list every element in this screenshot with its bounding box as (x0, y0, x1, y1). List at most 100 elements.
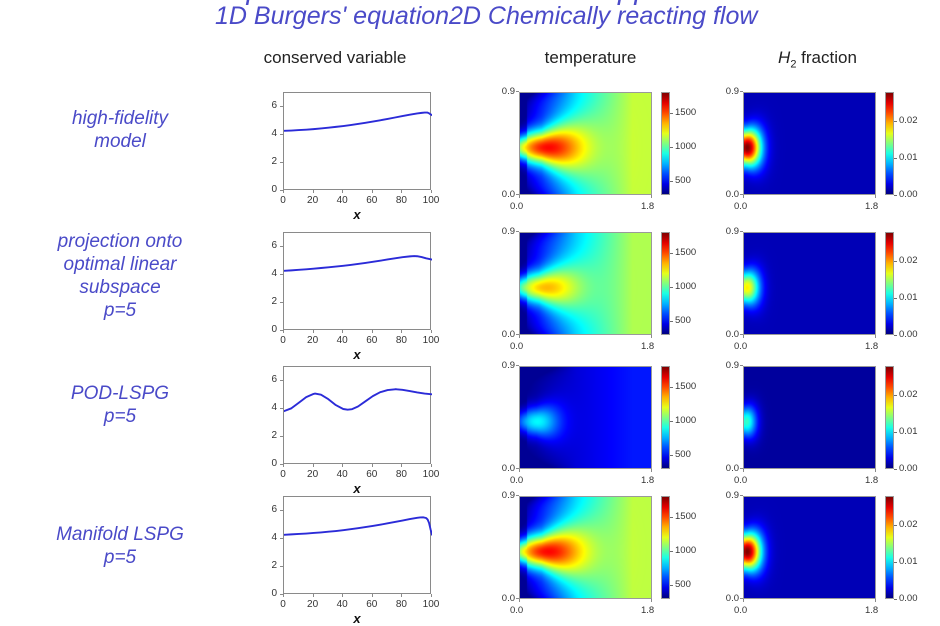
x-tick-mark (283, 330, 284, 333)
x-tick-mark (401, 594, 403, 597)
axis-tick-mark (740, 91, 743, 92)
axis-tick-mark (743, 195, 744, 198)
y-tick-mark (280, 464, 283, 465)
column-header-temperature: temperature (544, 48, 637, 67)
axis-tick-mark (875, 599, 876, 602)
colorbar-tick-label: 0.02 (899, 389, 918, 401)
colorbar (885, 232, 894, 335)
x-tick-label: 40 (336, 335, 348, 346)
x-tick-mark (283, 594, 284, 597)
column-header-row: conserved variable temperature H2 fracti… (215, 48, 940, 74)
colorbar-tick-label: 0.02 (899, 519, 918, 531)
y-axis-max-label: 0.9 (501, 86, 515, 97)
y-tick-mark (280, 274, 283, 275)
colorbar-tick-label: 500 (675, 175, 691, 187)
colorbar-tick-mark (894, 599, 897, 600)
y-axis-max-label: 0.9 (725, 226, 739, 237)
colorbar-tick-mark (894, 335, 897, 336)
colorbar-tick-label: 0.01 (899, 292, 918, 304)
y-tick-mark (280, 134, 283, 135)
axis-tick-mark (875, 195, 876, 198)
contour-axes-frame (743, 92, 876, 195)
x-tick-label: 100 (422, 335, 440, 346)
axis-tick-mark (875, 469, 876, 472)
axis-tick-mark (516, 495, 519, 496)
colorbar-tick-label: 1500 (675, 380, 697, 392)
axis-tick-mark (743, 335, 744, 338)
y-axis-max-label: 0.9 (725, 86, 739, 97)
y-tick-label: 6 (271, 240, 277, 251)
colorbar-tick-label: 0.01 (899, 426, 918, 438)
colorbar-tick-mark (670, 420, 673, 422)
contour-field-canvas (520, 367, 651, 468)
colorbar-tick-mark (670, 550, 673, 552)
x-axis-max-label: 1.8 (865, 341, 879, 352)
plot-curve-layer (284, 111, 432, 132)
colorbar-tick-label: 0.00 (899, 593, 918, 604)
x-tick-mark (283, 464, 284, 467)
colorbar-tick-label: 0.00 (899, 329, 918, 340)
group-title-reacting-flow: 2D Chemically reacting flow (449, 2, 758, 30)
x-tick-mark (371, 594, 373, 597)
x-axis-min-label: 0.0 (734, 475, 748, 486)
y-tick-mark (280, 510, 283, 511)
row-label-line: projection onto (57, 231, 183, 252)
y-tick-label: 0 (271, 458, 277, 469)
x-tick-label: 100 (422, 599, 440, 610)
y-axis-min-label: 0.0 (501, 463, 515, 474)
axis-tick-mark (740, 495, 743, 496)
y-tick-mark (280, 246, 283, 247)
y-tick-label: 0 (271, 588, 277, 599)
axis-tick-mark (651, 469, 652, 472)
x-tick-label: 100 (422, 469, 440, 480)
h2-symbol: H (778, 48, 791, 67)
x-axis-min-label: 0.0 (510, 341, 524, 352)
y-axis-min-label: 0.0 (725, 329, 739, 340)
colorbar-tick-mark (670, 146, 673, 148)
cut-off-title: Comparison of model reduction approaches (0, 0, 940, 7)
x-axis-max-label: 1.8 (865, 475, 879, 486)
x-tick-label: 80 (395, 195, 407, 206)
colorbar-tick-label: 1000 (675, 140, 697, 152)
y-tick-mark (280, 538, 283, 539)
x-axis-min-label: 0.0 (510, 605, 524, 616)
axis-tick-mark (740, 231, 743, 232)
x-tick-label: 60 (366, 599, 378, 610)
row-label-high-fidelity: high-fidelity model (0, 107, 240, 153)
row-label-line: subspace (79, 277, 161, 298)
colorbar (885, 92, 894, 195)
colorbar-tick-mark (670, 585, 673, 587)
y-axis-min-label: 0.0 (501, 189, 515, 200)
colorbar-tick-label: 1000 (675, 544, 697, 556)
colorbar-tick-label: 0.01 (899, 556, 918, 568)
colorbar-tick-mark (894, 469, 897, 470)
axis-tick-mark (651, 599, 652, 602)
y-axis-max-label: 0.9 (501, 226, 515, 237)
column-header-conserved-variable: conserved variable (263, 48, 407, 67)
plot-curve-layer (284, 516, 432, 536)
x-tick-mark (342, 594, 344, 597)
x-axis-min-label: 0.0 (510, 201, 524, 212)
x-tick-label: 60 (366, 335, 378, 346)
data-series-line (284, 516, 432, 536)
row-label-line: Manifold LSPG (56, 524, 184, 545)
x-tick-label: 80 (395, 335, 407, 346)
y-axis-max-label: 0.9 (725, 490, 739, 501)
y-axis-max-label: 0.9 (501, 360, 515, 371)
x-axis-max-label: 1.8 (641, 475, 655, 486)
x-tick-label: 60 (366, 195, 378, 206)
y-tick-mark (280, 594, 283, 595)
axis-tick-mark (740, 334, 743, 335)
colorbar-tick-label: 1500 (675, 246, 697, 258)
x-tick-mark (371, 190, 373, 193)
y-tick-label: 6 (271, 374, 277, 385)
x-tick-mark (342, 464, 344, 467)
y-tick-label: 2 (271, 156, 277, 167)
contour-axes-frame (743, 232, 876, 335)
colorbar-tick-mark (670, 321, 673, 323)
contour-field-canvas (520, 93, 651, 194)
axis-tick-mark (740, 194, 743, 195)
row-label-line: p=5 (103, 406, 137, 427)
y-tick-mark (280, 302, 283, 303)
x-tick-mark (312, 594, 314, 597)
